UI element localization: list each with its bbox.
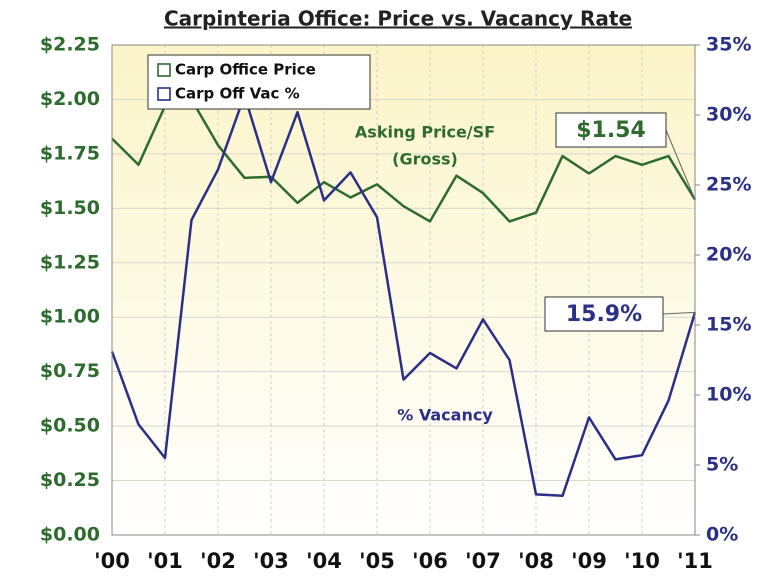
x-tick-label: '10 xyxy=(624,549,660,573)
y-tick-label: $1.25 xyxy=(40,251,100,273)
x-tick-label: '07 xyxy=(465,549,501,573)
leader-line xyxy=(662,311,696,315)
annotation: Asking Price/SF xyxy=(355,123,495,142)
annotation: % Vacancy xyxy=(397,406,493,425)
y-tick-label: $0.25 xyxy=(40,469,100,491)
y-tick-label: $2.00 xyxy=(40,88,100,110)
series-line xyxy=(110,94,697,498)
y-tick-label: $2.25 xyxy=(40,34,100,56)
y2-tick-label: 5% xyxy=(706,454,738,476)
y-tick-label: $0.50 xyxy=(40,415,100,437)
x-tick-label: '08 xyxy=(518,549,554,573)
legend-label: Carp Office Price xyxy=(175,61,316,79)
x-tick-label: '04 xyxy=(306,549,342,573)
legend-box xyxy=(147,54,371,110)
legend-swatch xyxy=(157,63,171,77)
y2-tick-label: 15% xyxy=(706,314,751,336)
y-tick-label: $0.75 xyxy=(40,360,100,382)
chart-title: Carpinteria Office: Price vs. Vacancy Ra… xyxy=(164,7,632,31)
y2-tick-label: 10% xyxy=(706,384,751,406)
leader-line xyxy=(665,129,696,200)
x-tick-label: '01 xyxy=(147,549,183,573)
plot-border xyxy=(111,44,696,536)
y2-tick-label: 20% xyxy=(706,244,751,266)
y-tick-label: $0.00 xyxy=(40,524,100,546)
x-tick-label: '11 xyxy=(677,549,713,573)
x-tick-label: '05 xyxy=(359,549,395,573)
y2-tick-label: 0% xyxy=(706,524,738,546)
x-tick-label: '09 xyxy=(571,549,607,573)
callout: $1.54 xyxy=(576,118,646,143)
y-tick-label: $1.75 xyxy=(40,142,100,164)
x-tick-label: '00 xyxy=(94,549,130,573)
series-line xyxy=(111,98,697,223)
callout-box xyxy=(544,296,664,332)
y-tick-label: $1.00 xyxy=(40,306,100,328)
x-tick-label: '03 xyxy=(253,549,289,573)
x-tick-label: '02 xyxy=(200,549,236,573)
y2-tick-label: 35% xyxy=(706,34,751,56)
callout: 15.9% xyxy=(566,302,642,327)
legend-label: Carp Off Vac % xyxy=(175,85,300,103)
callout-box xyxy=(555,112,667,148)
annotation: (Gross) xyxy=(392,150,458,169)
y-tick-label: $1.50 xyxy=(40,197,100,219)
y2-tick-label: 30% xyxy=(706,104,751,126)
legend-swatch xyxy=(157,87,171,101)
y2-tick-label: 25% xyxy=(706,174,751,196)
x-tick-label: '06 xyxy=(412,549,448,573)
